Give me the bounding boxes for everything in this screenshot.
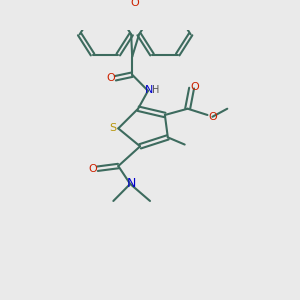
Text: O: O [88, 164, 97, 174]
Text: O: O [106, 73, 115, 83]
Text: N: N [145, 85, 153, 95]
Text: O: O [131, 0, 140, 8]
Text: N: N [127, 178, 136, 190]
Text: H: H [152, 85, 160, 95]
Text: O: O [190, 82, 199, 92]
Text: O: O [208, 112, 217, 122]
Text: S: S [109, 123, 116, 134]
